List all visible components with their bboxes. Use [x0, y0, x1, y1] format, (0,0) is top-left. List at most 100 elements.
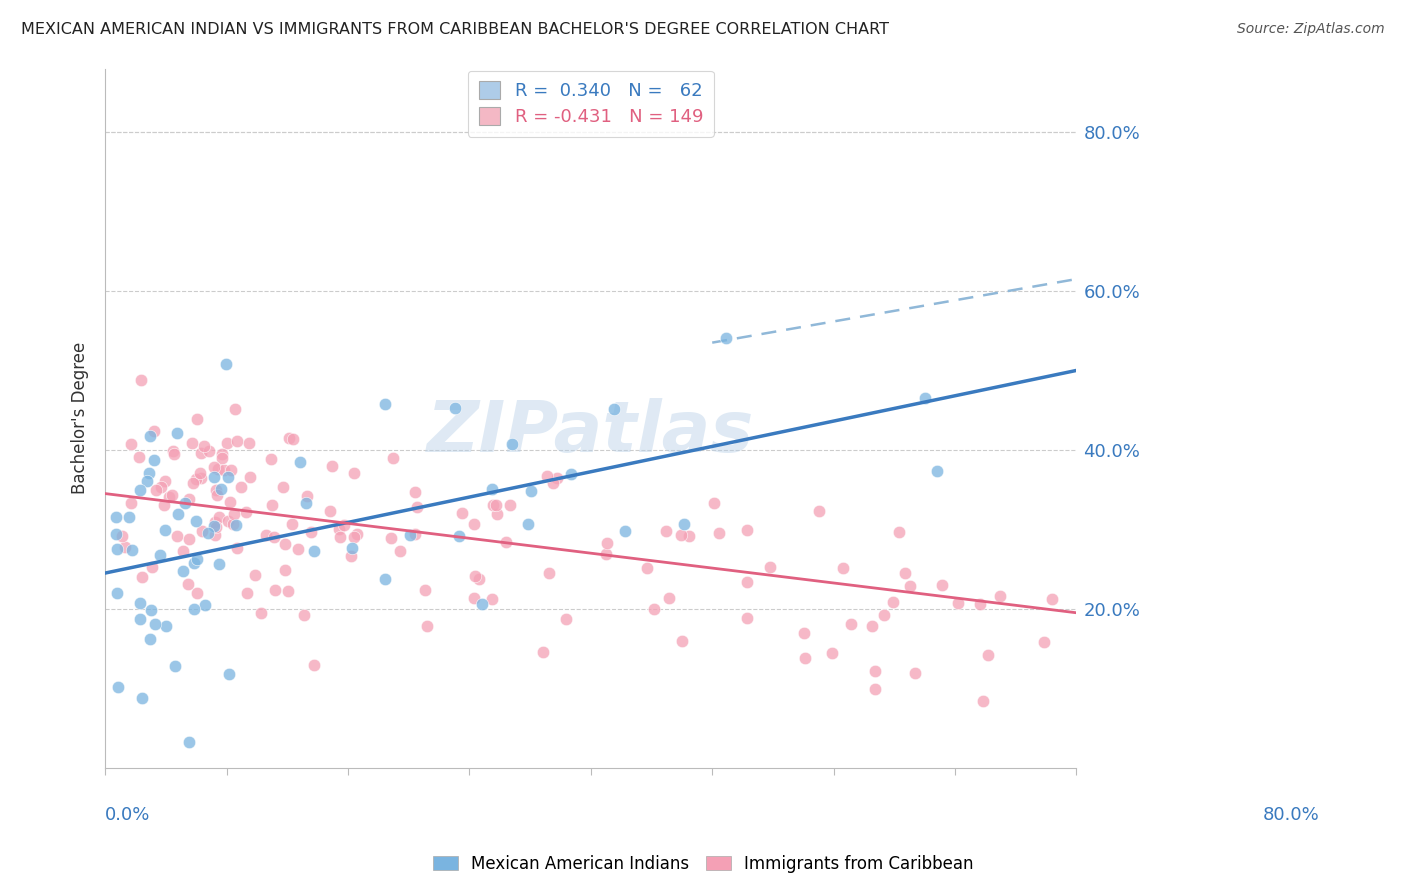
- Point: [463, 591, 485, 605]
- Point: [191, 524, 214, 538]
- Point: [114, 540, 136, 554]
- Point: [536, 469, 558, 483]
- Point: [671, 633, 693, 648]
- Point: [212, 463, 235, 477]
- Point: [149, 548, 172, 562]
- Point: [537, 566, 560, 580]
- Point: [197, 525, 219, 540]
- Point: [560, 467, 582, 482]
- Point: [184, 472, 207, 486]
- Point: [714, 331, 737, 345]
- Point: [405, 500, 427, 514]
- Point: [235, 505, 257, 519]
- Point: [218, 667, 240, 681]
- Point: [138, 467, 160, 481]
- Point: [205, 483, 228, 498]
- Point: [292, 607, 315, 622]
- Point: [893, 566, 915, 580]
- Point: [554, 612, 576, 626]
- Point: [129, 373, 152, 387]
- Point: [946, 595, 969, 609]
- Point: [166, 426, 188, 441]
- Point: [404, 485, 426, 500]
- Point: [155, 619, 177, 633]
- Point: [1032, 635, 1054, 649]
- Point: [186, 412, 208, 426]
- Point: [531, 645, 554, 659]
- Point: [131, 690, 153, 705]
- Point: [135, 474, 157, 488]
- Text: 0.0%: 0.0%: [105, 806, 150, 824]
- Point: [278, 431, 301, 445]
- Point: [404, 526, 426, 541]
- Point: [120, 496, 142, 510]
- Point: [254, 528, 277, 542]
- Point: [188, 466, 211, 480]
- Point: [202, 518, 225, 533]
- Point: [595, 547, 617, 561]
- Point: [163, 447, 186, 461]
- Point: [481, 483, 503, 497]
- Point: [860, 619, 883, 633]
- Point: [333, 518, 356, 533]
- Point: [302, 543, 325, 558]
- Point: [863, 682, 886, 697]
- Point: [898, 579, 921, 593]
- Point: [229, 480, 252, 494]
- Point: [131, 570, 153, 584]
- Point: [340, 549, 363, 563]
- Point: [464, 569, 486, 583]
- Point: [183, 556, 205, 570]
- Point: [820, 646, 842, 660]
- Point: [340, 541, 363, 555]
- Point: [977, 648, 1000, 662]
- Point: [179, 734, 201, 748]
- Point: [138, 632, 160, 647]
- Point: [107, 680, 129, 694]
- Point: [343, 530, 366, 544]
- Point: [988, 589, 1011, 603]
- Point: [121, 542, 143, 557]
- Point: [215, 357, 238, 371]
- Point: [104, 526, 127, 541]
- Point: [495, 534, 517, 549]
- Point: [177, 491, 200, 506]
- Point: [735, 611, 758, 625]
- Point: [204, 515, 226, 529]
- Text: 80.0%: 80.0%: [1263, 806, 1319, 824]
- Point: [222, 516, 245, 531]
- Point: [374, 573, 396, 587]
- Point: [166, 507, 188, 521]
- Point: [415, 619, 437, 633]
- Point: [215, 435, 238, 450]
- Point: [287, 542, 309, 557]
- Point: [183, 602, 205, 616]
- Point: [249, 606, 271, 620]
- Text: Source: ZipAtlas.com: Source: ZipAtlas.com: [1237, 22, 1385, 37]
- Point: [236, 586, 259, 600]
- Point: [735, 574, 758, 589]
- Point: [927, 464, 949, 478]
- Point: [808, 504, 831, 518]
- Point: [273, 564, 295, 578]
- Point: [735, 523, 758, 537]
- Point: [141, 560, 163, 574]
- Point: [468, 573, 491, 587]
- Point: [294, 496, 316, 510]
- Point: [118, 510, 141, 524]
- Point: [447, 529, 470, 543]
- Point: [204, 528, 226, 542]
- Point: [832, 560, 855, 574]
- Point: [546, 471, 568, 485]
- Point: [501, 437, 523, 451]
- Point: [669, 527, 692, 541]
- Y-axis label: Bachelor's Degree: Bachelor's Degree: [72, 342, 89, 494]
- Point: [839, 616, 862, 631]
- Point: [193, 439, 215, 453]
- Point: [280, 516, 302, 531]
- Point: [142, 453, 165, 467]
- Point: [153, 523, 176, 537]
- Point: [914, 391, 936, 405]
- Point: [111, 529, 134, 543]
- Point: [262, 498, 284, 512]
